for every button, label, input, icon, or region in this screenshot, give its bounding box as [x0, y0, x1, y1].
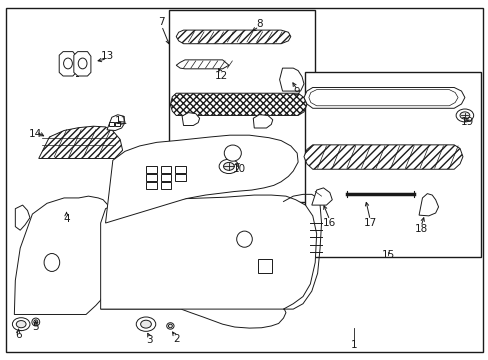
- Circle shape: [136, 317, 156, 331]
- Polygon shape: [105, 135, 298, 223]
- Ellipse shape: [78, 58, 87, 69]
- Bar: [160, 182, 171, 189]
- Polygon shape: [101, 293, 285, 328]
- Circle shape: [16, 320, 26, 328]
- Bar: [146, 174, 157, 181]
- Bar: [305, 72, 480, 257]
- Bar: [175, 166, 185, 173]
- Text: 14: 14: [29, 129, 42, 139]
- Ellipse shape: [34, 320, 38, 324]
- Ellipse shape: [166, 323, 174, 329]
- Polygon shape: [279, 68, 304, 91]
- Polygon shape: [176, 30, 290, 44]
- Polygon shape: [182, 113, 199, 126]
- Polygon shape: [418, 194, 438, 216]
- Bar: [160, 174, 171, 181]
- Bar: [258, 259, 271, 273]
- Text: 2: 2: [173, 333, 179, 343]
- Polygon shape: [15, 205, 30, 230]
- Polygon shape: [101, 195, 316, 309]
- Circle shape: [223, 162, 234, 170]
- Circle shape: [459, 112, 469, 119]
- Text: 16: 16: [323, 218, 336, 228]
- Polygon shape: [107, 115, 125, 131]
- Polygon shape: [14, 196, 108, 315]
- Circle shape: [455, 109, 473, 122]
- Text: 3: 3: [146, 334, 152, 345]
- Ellipse shape: [44, 253, 60, 271]
- Polygon shape: [304, 145, 462, 169]
- Text: 12: 12: [214, 71, 227, 81]
- Text: 7: 7: [158, 17, 164, 27]
- Text: 13: 13: [100, 51, 113, 61]
- Bar: [160, 166, 171, 173]
- Circle shape: [141, 320, 151, 328]
- Circle shape: [12, 318, 30, 330]
- Polygon shape: [253, 115, 272, 128]
- Bar: [168, 10, 315, 202]
- Polygon shape: [304, 87, 464, 108]
- Bar: [146, 166, 157, 173]
- Polygon shape: [74, 51, 91, 76]
- Text: 11: 11: [115, 116, 128, 126]
- Polygon shape: [176, 60, 228, 69]
- Circle shape: [219, 159, 238, 174]
- Bar: [146, 182, 157, 189]
- Text: 18: 18: [413, 225, 427, 234]
- Text: 8: 8: [255, 19, 262, 29]
- Bar: [115, 122, 120, 126]
- Ellipse shape: [32, 318, 40, 326]
- Bar: [109, 122, 114, 126]
- Ellipse shape: [236, 231, 252, 247]
- Text: 5: 5: [32, 322, 39, 332]
- Ellipse shape: [63, 58, 72, 69]
- Text: 10: 10: [233, 164, 245, 174]
- Text: 15: 15: [381, 249, 394, 260]
- Ellipse shape: [224, 145, 241, 161]
- Polygon shape: [39, 126, 122, 158]
- Polygon shape: [59, 51, 76, 76]
- Bar: [175, 174, 185, 181]
- Text: 6: 6: [15, 330, 21, 340]
- Polygon shape: [170, 93, 306, 116]
- Text: 1: 1: [350, 340, 357, 350]
- Text: 17: 17: [363, 218, 376, 228]
- Polygon shape: [311, 188, 331, 205]
- Text: 4: 4: [63, 215, 70, 224]
- Text: 9: 9: [293, 87, 300, 97]
- Ellipse shape: [168, 324, 172, 328]
- Text: 19: 19: [460, 117, 473, 127]
